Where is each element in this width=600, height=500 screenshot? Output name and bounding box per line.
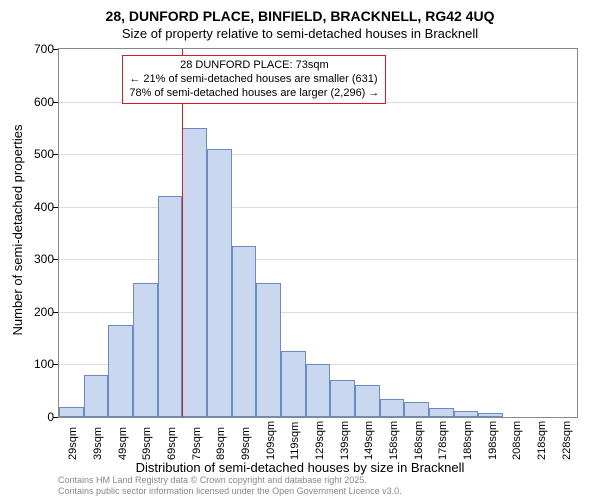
y-tick-mark — [53, 364, 58, 365]
histogram-bar — [182, 128, 207, 417]
x-tick-label: 69sqm — [166, 427, 178, 460]
histogram-bar — [281, 351, 306, 417]
x-tick-label: 59sqm — [141, 427, 153, 460]
annotation-box: 28 DUNFORD PLACE: 73sqm ← 21% of semi-de… — [122, 55, 386, 104]
x-tick-label: 119sqm — [289, 422, 301, 460]
x-tick-label: 129sqm — [314, 421, 326, 460]
y-tick-label: 400 — [14, 200, 54, 214]
y-tick-label: 0 — [14, 410, 54, 424]
footer-line-2: Contains public sector information licen… — [58, 486, 402, 496]
grid-line — [59, 154, 577, 155]
x-tick-label: 158sqm — [388, 421, 400, 460]
x-tick-label: 79sqm — [191, 427, 203, 460]
chart-title-main: 28, DUNFORD PLACE, BINFIELD, BRACKNELL, … — [0, 8, 600, 24]
y-tick-mark — [53, 154, 58, 155]
histogram-bar — [454, 411, 479, 417]
histogram-bar — [380, 399, 405, 417]
annotation-line-3: 78% of semi-detached houses are larger (… — [129, 87, 379, 101]
x-tick-label: 29sqm — [67, 427, 79, 460]
plot-area: 28 DUNFORD PLACE: 73sqm ← 21% of semi-de… — [58, 48, 578, 418]
y-tick-label: 700 — [14, 42, 54, 56]
x-tick-label: 188sqm — [462, 421, 474, 460]
histogram-bar — [478, 413, 503, 417]
footer-attribution: Contains HM Land Registry data © Crown c… — [58, 475, 402, 496]
histogram-bar — [429, 408, 454, 417]
x-tick-label: 178sqm — [437, 421, 449, 460]
histogram-bar — [404, 402, 429, 417]
x-tick-label: 218sqm — [536, 421, 548, 460]
x-tick-label: 49sqm — [117, 427, 129, 460]
annotation-line-1: 28 DUNFORD PLACE: 73sqm — [129, 59, 379, 73]
x-tick-label: 109sqm — [265, 421, 277, 460]
footer-line-1: Contains HM Land Registry data © Crown c… — [58, 475, 402, 485]
y-tick-mark — [53, 207, 58, 208]
histogram-bar — [207, 149, 232, 417]
x-tick-label: 89sqm — [215, 427, 227, 460]
x-tick-label: 198sqm — [487, 421, 499, 460]
histogram-bar — [59, 407, 84, 418]
annotation-line-2: ← 21% of semi-detached houses are smalle… — [129, 73, 379, 87]
x-tick-label: 149sqm — [363, 421, 375, 460]
y-tick-mark — [53, 312, 58, 313]
y-tick-mark — [53, 259, 58, 260]
x-tick-label: 228sqm — [561, 421, 573, 460]
histogram-bar — [232, 246, 257, 417]
y-tick-mark — [53, 102, 58, 103]
chart-title-sub: Size of property relative to semi-detach… — [0, 26, 600, 41]
y-tick-label: 100 — [14, 357, 54, 371]
histogram-bar — [158, 196, 183, 417]
x-axis-label: Distribution of semi-detached houses by … — [0, 460, 600, 475]
x-tick-label: 99sqm — [240, 427, 252, 460]
histogram-bar — [256, 283, 281, 417]
x-tick-label: 139sqm — [339, 421, 351, 460]
histogram-bar — [355, 385, 380, 417]
y-tick-label: 300 — [14, 252, 54, 266]
histogram-bar — [84, 375, 109, 417]
y-tick-mark — [53, 49, 58, 50]
x-tick-label: 208sqm — [511, 421, 523, 460]
grid-line — [59, 207, 577, 208]
histogram-bar — [306, 364, 331, 417]
grid-line — [59, 259, 577, 260]
histogram-bar — [108, 325, 133, 417]
y-tick-mark — [53, 417, 58, 418]
y-tick-label: 500 — [14, 147, 54, 161]
histogram-bar — [133, 283, 158, 417]
histogram-bar — [330, 380, 355, 417]
y-tick-label: 600 — [14, 95, 54, 109]
x-tick-label: 39sqm — [92, 427, 104, 460]
x-tick-label: 168sqm — [413, 421, 425, 460]
y-tick-label: 200 — [14, 305, 54, 319]
